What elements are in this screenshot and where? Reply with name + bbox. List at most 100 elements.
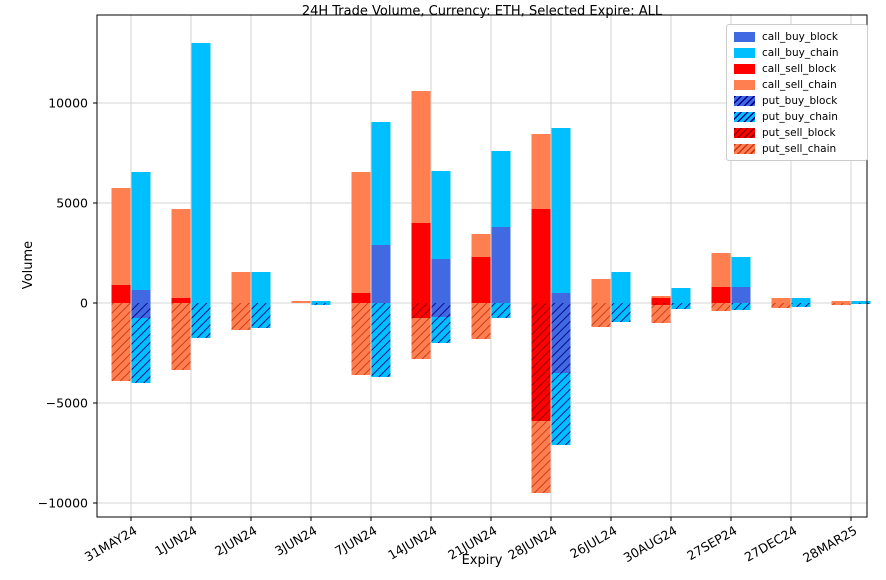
legend-swatch-call-sell-block [734,63,755,74]
bar-call_buy_block-27SEP24 [731,287,751,303]
bar-call_buy_chain-30AUG24 [671,288,691,303]
bar-call_buy_chain-31MAY24 [131,172,151,290]
bar-call_sell_chain-28MAR25 [831,301,851,303]
legend-swatch-put-sell-chain [734,143,755,154]
legend-item: call_sell_chain [734,78,860,91]
bar-put_sell_chain-26JUL24 [591,303,611,327]
legend-item: call_buy_chain [734,46,860,59]
bar-call_sell_chain-14JUN24 [411,91,431,223]
bar-call_sell_chain-28JUN24 [531,134,551,209]
legend-label: call_buy_chain [762,46,839,59]
bar-call_buy_chain-27DEC24 [791,298,811,303]
bar-call_buy_chain-7JUN24 [371,122,391,245]
legend-swatch-call-sell-chain [734,79,755,90]
legend-item: put_buy_chain [734,110,860,123]
bar-call_buy_chain-14JUN24 [431,171,451,259]
legend-item: put_sell_block [734,126,860,139]
bar-put_sell_block-14JUN24 [411,303,431,318]
bar-call_sell_chain-31MAY24 [111,188,131,285]
bar-call_sell_chain-27SEP24 [711,253,731,287]
legend-item: call_sell_block [734,62,860,75]
bar-put_sell_chain-2JUN24 [231,303,251,330]
legend-label: call_buy_block [762,30,838,43]
bar-put_buy_chain-1JUN24 [191,303,211,338]
bar-put_buy_chain-27SEP24 [731,303,751,310]
bar-call_buy_block-7JUN24 [371,245,391,303]
bar-call_buy_block-21JUN24 [491,227,511,303]
x-tick-label: 27SEP24 [684,523,739,564]
bar-put_buy_chain-27DEC24 [791,303,811,307]
x-tick-label: 30AUG24 [621,523,680,566]
legend-label: put_buy_block [762,94,838,107]
y-tick-label: −5000 [46,396,88,411]
bar-call_sell_block-14JUN24 [411,223,431,303]
bar-put_sell_chain-27SEP24 [711,303,731,311]
legend-item: put_sell_chain [734,142,860,155]
bar-put_buy_block-14JUN24 [431,303,451,317]
bar-put_buy_chain-3JUN24 [311,303,331,305]
legend-label: call_sell_block [762,62,837,75]
legend-swatch-call-buy-chain [734,47,755,58]
y-tick-label: 10000 [48,96,88,111]
bar-put_buy_chain-14JUN24 [431,317,451,343]
legend-item: call_buy_block [734,30,860,43]
x-tick-label: 26JUL24 [567,523,619,562]
bar-call_buy_chain-27SEP24 [731,257,751,287]
bar-call_buy_chain-3JUN24 [311,301,331,303]
x-tick-label: 21JUN24 [445,523,499,563]
bar-put_sell_chain-28JUN24 [531,421,551,493]
legend-label: call_sell_chain [762,78,837,91]
legend: call_buy_block call_buy_chain call_sell_bl… [726,24,868,161]
bar-put_buy_block-31MAY24 [131,303,151,318]
legend-swatch-call-buy-block [734,31,755,42]
x-tick-label: 7JUN24 [332,523,379,559]
bar-call_sell_chain-3JUN24 [291,301,311,303]
bar-call_sell_chain-7JUN24 [351,172,371,293]
bar-put_sell_chain-21JUN24 [471,303,491,339]
bar-call_sell_chain-2JUN24 [231,272,251,303]
x-tick-label: 28MAR25 [800,523,859,566]
bar-put_buy_chain-2JUN24 [251,303,271,328]
bar-call_buy_chain-26JUL24 [611,272,631,303]
bar-call_buy_chain-28MAR25 [851,301,871,303]
x-tick-label: 27DEC24 [742,523,800,565]
bar-call_sell_chain-27DEC24 [771,298,791,303]
x-tick-label: 31MAY24 [82,523,140,565]
bar-call_buy_block-31MAY24 [131,290,151,303]
bar-put_sell_chain-1JUN24 [171,303,191,370]
x-tick-label: 1JUN24 [152,523,199,559]
bar-put_buy_chain-28MAR25 [851,303,871,304]
x-tick-label: 2JUN24 [212,523,259,559]
bar-call_buy_block-28JUN24 [551,293,571,303]
bar-put_sell_block-30AUG24 [651,303,671,305]
bar-put_sell_chain-7JUN24 [351,303,371,375]
bar-call_sell_block-31MAY24 [111,285,131,303]
bar-call_sell_chain-26JUL24 [591,279,611,303]
bar-put_sell_chain-14JUN24 [411,318,431,359]
y-tick-label: 5000 [56,196,88,211]
bar-put_sell_chain-31MAY24 [111,303,131,381]
x-tick-label: 28JUN24 [505,523,559,563]
x-tick-label: 3JUN24 [272,523,319,559]
bar-call_buy_chain-2JUN24 [251,272,271,303]
bar-call_sell_chain-1JUN24 [171,209,191,298]
bar-put_sell_chain-30AUG24 [651,305,671,323]
legend-item: put_buy_block [734,94,860,107]
bar-call_sell_block-7JUN24 [351,293,371,303]
legend-label: put_buy_chain [762,110,838,123]
x-axis-label: Expiry [461,553,503,568]
legend-label: put_sell_chain [762,142,837,155]
bar-put_buy_chain-21JUN24 [491,303,511,318]
legend-swatch-put-buy-chain [734,111,755,122]
bar-call_sell_block-27SEP24 [711,287,731,303]
legend-label: put_sell_block [762,126,836,139]
bar-call_buy_chain-21JUN24 [491,151,511,227]
bar-call_sell_block-1JUN24 [171,298,191,303]
plot-border [96,14,868,518]
bar-put_sell_block-28JUN24 [531,303,551,421]
bar-call_buy_chain-28JUN24 [551,128,571,293]
bar-put_sell_chain-27DEC24 [771,303,791,308]
legend-swatch-put-buy-block [734,95,755,106]
